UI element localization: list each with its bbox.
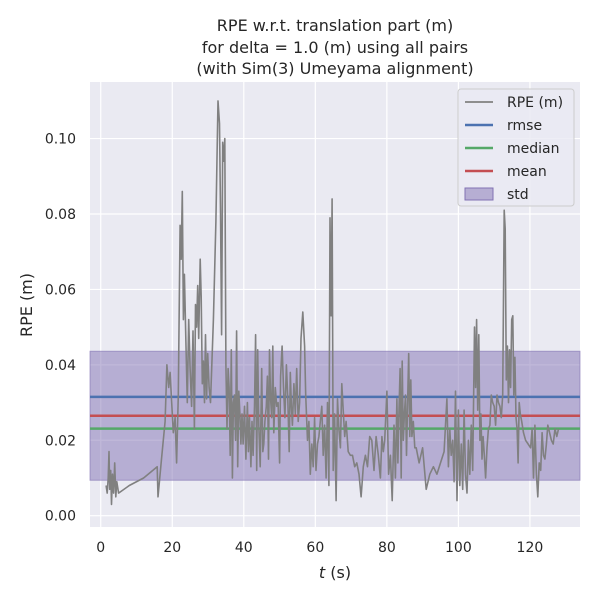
legend: RPE (m) rmse median mean std (457, 88, 575, 207)
legend-label-std: std (507, 187, 529, 203)
x-tick-label: 60 (306, 540, 324, 556)
legend-label-mean: mean (507, 164, 547, 180)
x-tick-label: 80 (378, 540, 396, 556)
y-tick-label: 0.00 (45, 509, 76, 525)
x-tick-label: 100 (445, 540, 472, 556)
x-tick-label: 20 (163, 540, 181, 556)
legend-label-rmse: rmse (507, 118, 542, 134)
x-axis-label-variable: t (319, 563, 326, 582)
x-axis-label: t (s) (319, 563, 351, 582)
chart-title-line-2: for delta = 1.0 (m) using all pairs (202, 38, 468, 57)
x-axis-label-unit: (s) (325, 563, 351, 582)
x-tick-label: 0 (96, 540, 105, 556)
y-tick-labels: 0.00 0.02 0.04 0.06 0.08 0.10 (45, 132, 76, 525)
legend-label-median: median (507, 141, 559, 157)
legend-swatch-std (464, 187, 494, 201)
chart-title-line-3: (with Sim(3) Umeyama alignment) (196, 59, 473, 78)
legend-frame (457, 88, 575, 207)
rpe-series-line (105, 100, 560, 506)
y-tick-label: 0.06 (45, 282, 76, 298)
legend-label-rpe-m: RPE (m) (507, 95, 563, 111)
y-tick-label: 0.10 (45, 132, 76, 148)
y-tick-label: 0.04 (45, 358, 76, 374)
y-tick-label: 0.08 (45, 207, 76, 223)
chart-title-line-1: RPE w.r.t. translation part (m) (217, 16, 453, 35)
y-tick-label: 0.02 (45, 433, 76, 449)
y-axis-label: RPE (m) (17, 273, 36, 337)
x-tick-label: 40 (235, 540, 253, 556)
x-tick-labels: 0 20 40 60 80 100 120 (96, 540, 543, 556)
x-tick-label: 120 (517, 540, 544, 556)
